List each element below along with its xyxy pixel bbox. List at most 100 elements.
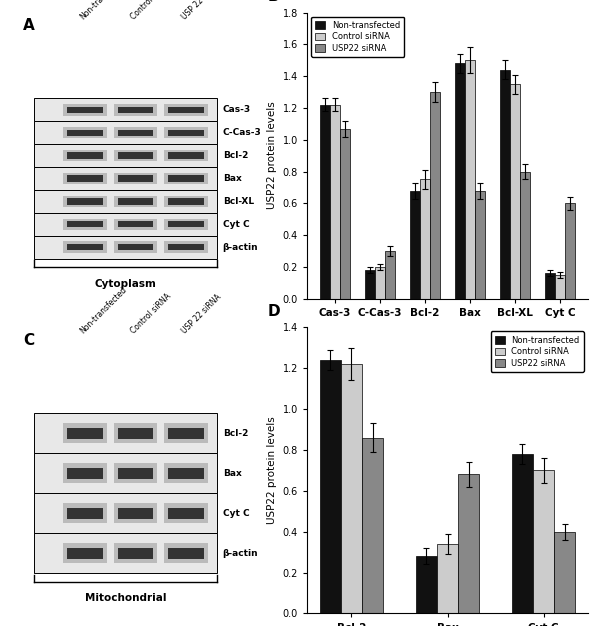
Bar xyxy=(34,167,217,190)
Text: Control siRNA: Control siRNA xyxy=(129,0,173,21)
Bar xyxy=(458,475,479,613)
Bar xyxy=(67,106,103,113)
Y-axis label: USP22 protein levels: USP22 protein levels xyxy=(267,416,277,524)
Bar xyxy=(114,423,157,443)
Bar xyxy=(67,130,103,136)
Bar xyxy=(520,172,530,299)
Text: Bcl-2: Bcl-2 xyxy=(223,151,248,160)
Bar xyxy=(67,548,103,559)
Bar xyxy=(63,173,107,184)
Bar xyxy=(114,127,157,138)
Bar xyxy=(114,503,157,523)
Bar xyxy=(118,221,154,227)
Bar xyxy=(430,92,440,299)
Bar xyxy=(164,242,208,253)
Bar xyxy=(34,213,217,236)
Bar xyxy=(169,244,204,250)
Bar xyxy=(118,106,154,113)
Bar xyxy=(341,364,362,613)
Bar xyxy=(118,508,154,519)
Bar xyxy=(169,548,204,559)
Bar xyxy=(437,544,458,613)
Bar xyxy=(118,468,154,479)
Bar xyxy=(63,423,107,443)
Bar xyxy=(164,463,208,483)
Bar xyxy=(34,121,217,144)
Bar xyxy=(455,63,465,299)
Legend: Non-transfected, Control siRNA, USP22 siRNA: Non-transfected, Control siRNA, USP22 si… xyxy=(311,17,404,57)
Text: Bax: Bax xyxy=(223,174,241,183)
Bar xyxy=(114,242,157,253)
Bar xyxy=(320,105,330,299)
Bar xyxy=(385,251,395,299)
Text: Bcl-XL: Bcl-XL xyxy=(223,197,254,206)
Bar xyxy=(67,468,103,479)
Text: Mitochondrial: Mitochondrial xyxy=(85,593,167,603)
Bar xyxy=(67,428,103,439)
Bar xyxy=(114,173,157,184)
Bar xyxy=(164,423,208,443)
Bar xyxy=(114,104,157,116)
Bar xyxy=(420,180,430,299)
Bar xyxy=(63,543,107,563)
Text: Bcl-2: Bcl-2 xyxy=(223,429,248,438)
Text: β-actin: β-actin xyxy=(223,549,259,558)
Bar xyxy=(63,463,107,483)
Y-axis label: USP22 protein levels: USP22 protein levels xyxy=(267,102,277,210)
Bar xyxy=(34,493,217,533)
Bar xyxy=(510,84,520,299)
Bar xyxy=(169,153,204,159)
Bar xyxy=(164,127,208,138)
Bar xyxy=(416,557,437,613)
Text: Bax: Bax xyxy=(223,469,241,478)
Bar xyxy=(67,175,103,182)
Bar xyxy=(34,413,217,453)
Bar xyxy=(410,190,420,299)
Bar xyxy=(34,453,217,493)
Text: C: C xyxy=(23,333,34,348)
Bar xyxy=(67,244,103,250)
Bar xyxy=(118,153,154,159)
Bar xyxy=(169,468,204,479)
Bar xyxy=(556,275,565,299)
Bar xyxy=(63,218,107,230)
Bar xyxy=(164,503,208,523)
Bar xyxy=(500,69,510,299)
Bar xyxy=(169,106,204,113)
Text: C-Cas-3: C-Cas-3 xyxy=(223,128,262,137)
Bar xyxy=(169,221,204,227)
Bar xyxy=(320,360,341,613)
Bar xyxy=(169,508,204,519)
Bar xyxy=(169,198,204,205)
Bar xyxy=(67,153,103,159)
Bar xyxy=(554,531,575,613)
Bar xyxy=(512,454,533,613)
Bar xyxy=(545,274,556,299)
Bar xyxy=(118,428,154,439)
Bar xyxy=(34,533,217,573)
Bar xyxy=(533,470,554,613)
Text: Cyt C: Cyt C xyxy=(223,509,250,518)
Bar xyxy=(164,104,208,116)
Bar xyxy=(67,508,103,519)
Bar xyxy=(34,190,217,213)
Text: Cyt C: Cyt C xyxy=(223,220,250,228)
Bar xyxy=(169,175,204,182)
Text: Non-transfected: Non-transfected xyxy=(79,0,129,21)
Bar xyxy=(67,221,103,227)
Bar xyxy=(375,267,385,299)
Bar xyxy=(118,175,154,182)
Bar xyxy=(118,130,154,136)
Text: Cytoplasm: Cytoplasm xyxy=(95,279,157,289)
Bar xyxy=(565,203,575,299)
Bar xyxy=(63,196,107,207)
Legend: Non-transfected, Control siRNA, USP22 siRNA: Non-transfected, Control siRNA, USP22 si… xyxy=(491,332,584,372)
Bar xyxy=(465,60,475,299)
Bar xyxy=(340,128,350,299)
Bar xyxy=(330,105,340,299)
Bar xyxy=(63,150,107,162)
Text: Control siRNA: Control siRNA xyxy=(129,292,173,336)
Text: USP 22 siRNA: USP 22 siRNA xyxy=(180,293,223,336)
Text: β-actin: β-actin xyxy=(223,243,259,252)
Bar xyxy=(114,150,157,162)
